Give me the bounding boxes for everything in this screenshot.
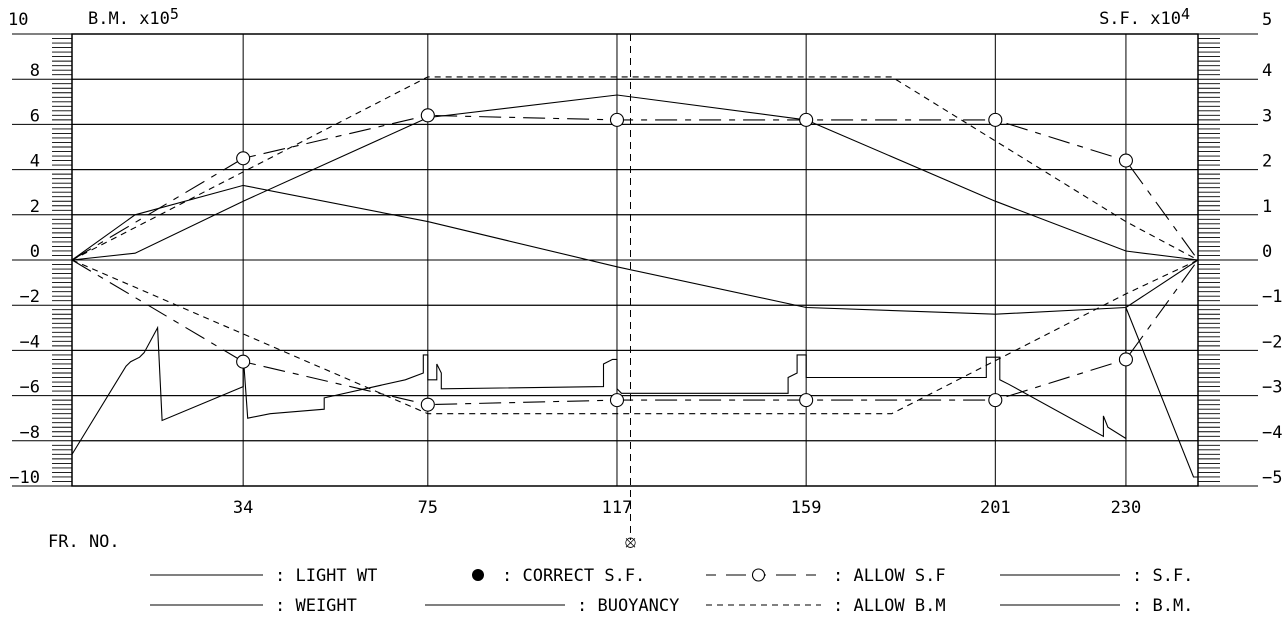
series-b-m-line [71, 94, 1199, 261]
legend-label-light_wt: : LIGHT WT [275, 566, 377, 586]
left-tick-label: −8 [20, 423, 40, 443]
allow-sf-marker [988, 112, 1003, 127]
left-tick-label: 10 [8, 10, 28, 30]
left-tick-label: −6 [20, 378, 40, 398]
chart-series [71, 76, 1199, 478]
left-tick-label: 4 [30, 152, 40, 172]
left-axis-title-text: B.M. [88, 9, 139, 29]
left-axis-title: B.M. x105 [88, 5, 179, 29]
right-axis-title-text: S.F. [1099, 9, 1150, 29]
series-allow-b-m-line [71, 259, 1199, 415]
right-tick-label: 5 [1262, 10, 1272, 30]
allow-sf-marker [799, 112, 814, 127]
right-tick-label: 0 [1262, 242, 1272, 262]
legend-label-sf: : S.F. [1132, 566, 1193, 586]
right-tick-label: 3 [1262, 106, 1272, 126]
left-tick-label: −4 [20, 332, 40, 352]
left-axis-multiplier: x10 [139, 9, 170, 29]
right-tick-label: 2 [1262, 152, 1272, 172]
allow-sf-marker [609, 393, 625, 408]
axis-rulers [52, 38, 1220, 482]
allow-sf-marker [609, 112, 625, 127]
right-tick-label: −2 [1262, 332, 1282, 352]
series-allow-b-m-line [71, 76, 1199, 261]
left-tick-label: −10 [9, 468, 40, 488]
left-tick-label: 6 [30, 106, 40, 126]
legend-label-allow_sf: : ALLOW S.F [833, 566, 946, 586]
frame-label: 117 [602, 498, 633, 518]
series-allow-s-f-line [71, 114, 1199, 261]
allow-sf-marker [988, 393, 1003, 408]
allow-sf-marker [420, 108, 435, 123]
right-axis-multiplier: x10 [1150, 9, 1181, 29]
allow-sf-marker [420, 397, 435, 412]
legend-label-buoyancy: : BUOYANCY [577, 596, 679, 616]
allow-sf-marker [1118, 153, 1133, 168]
series-allow-s-f-line [71, 259, 1199, 406]
left-tick-label: 8 [30, 61, 40, 81]
left-axis-exponent: 5 [170, 5, 179, 23]
legend-label-allow_bm: : ALLOW B.M [833, 596, 946, 616]
right-tick-label: 4 [1262, 61, 1272, 81]
frame-label: 201 [980, 498, 1011, 518]
series-s-f-line [71, 184, 1199, 315]
frame-label: 75 [418, 498, 438, 518]
legend-label-weight: : WEIGHT [275, 596, 357, 616]
right-tick-label: −1 [1262, 287, 1282, 307]
frame-label: 34 [233, 498, 253, 518]
legend-label-bm: : B.M. [1132, 596, 1193, 616]
plot-frame [71, 33, 1199, 487]
allow-sf-marker [236, 151, 251, 166]
x-axis-title: FR. NO. [48, 532, 120, 552]
legend: : LIGHT WT : CORRECT S.F. : ALLOW S.F : S.F… [150, 566, 1193, 616]
legend-label-correct_sf: : CORRECT S.F. [502, 566, 645, 586]
allow-sf-marker [236, 354, 251, 369]
frame-label: 159 [791, 498, 822, 518]
chart-markers [236, 108, 1133, 412]
left-tick-label: 0 [30, 242, 40, 262]
legend-swatch-allow_sf-marker [751, 568, 766, 582]
right-tick-label: −5 [1262, 468, 1282, 488]
midship-symbol: ⦻ [625, 532, 636, 552]
left-tick-label: 2 [30, 197, 40, 217]
grid-lines [12, 33, 1258, 540]
series-weight-line [71, 307, 1198, 478]
left-tick-label: −2 [20, 287, 40, 307]
right-tick-label: 1 [1262, 197, 1272, 217]
legend-swatch-correct_sf [472, 569, 484, 581]
frame-label: 230 [1111, 498, 1142, 518]
allow-sf-marker [1118, 352, 1133, 367]
right-axis-exponent: 4 [1181, 5, 1190, 23]
allow-sf-marker [799, 393, 814, 408]
right-tick-label: −4 [1262, 423, 1282, 443]
right-tick-label: −3 [1262, 378, 1282, 398]
right-axis-title: S.F. x104 [1099, 5, 1190, 29]
